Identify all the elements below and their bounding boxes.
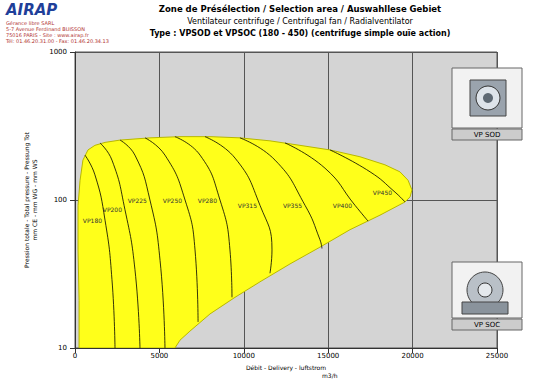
svg-text:VP315: VP315 xyxy=(238,202,257,209)
svg-text:Pression totale - Total pressu: Pression totale - Total pressure - Press… xyxy=(23,131,31,267)
svg-text:VP250: VP250 xyxy=(163,197,182,204)
svg-text:10: 10 xyxy=(58,344,67,352)
svg-text:0: 0 xyxy=(73,352,77,360)
svg-text:Type : VPSOD et VPSOC (180 - 4: Type : VPSOD et VPSOC (180 - 450) (centr… xyxy=(150,29,451,38)
svg-text:20000: 20000 xyxy=(401,352,423,360)
svg-text:5000: 5000 xyxy=(150,352,168,360)
svg-text:VP180: VP180 xyxy=(83,217,102,224)
svg-text:75016 PARIS - Site : www.airap: 75016 PARIS - Site : www.airap.fr xyxy=(6,31,89,38)
svg-text:VP SOD: VP SOD xyxy=(474,131,501,139)
svg-text:Gérance libre SARL: Gérance libre SARL xyxy=(6,19,55,26)
svg-text:Zone de Présélection / Selecti: Zone de Présélection / Selection area / … xyxy=(159,4,441,14)
svg-text:Ventilateur centrifuge / Centr: Ventilateur centrifuge / Centrifugal fan… xyxy=(187,17,413,26)
svg-text:m3/h: m3/h xyxy=(322,372,338,379)
svg-text:VP200: VP200 xyxy=(103,206,122,213)
svg-text:VP450: VP450 xyxy=(373,189,392,196)
svg-text:AIRAP: AIRAP xyxy=(5,1,57,19)
svg-text:25000: 25000 xyxy=(486,352,508,360)
svg-text:Tél: 01.46.20.31.00 - Fax: 01.: Tél: 01.46.20.31.00 - Fax: 01.46.20.34.1… xyxy=(5,38,109,44)
svg-text:1000: 1000 xyxy=(49,48,67,56)
svg-text:VP400: VP400 xyxy=(333,202,352,209)
svg-text:10000: 10000 xyxy=(233,352,255,360)
svg-text:5-7 Avenue Ferdinand BUISSON: 5-7 Avenue Ferdinand BUISSON xyxy=(6,25,85,32)
svg-text:100: 100 xyxy=(54,196,67,204)
svg-text:15000: 15000 xyxy=(317,352,339,360)
svg-text:mm CE - mm WG - mm WS: mm CE - mm WG - mm WS xyxy=(31,159,38,240)
svg-text:VP225: VP225 xyxy=(128,197,147,204)
svg-text:VP280: VP280 xyxy=(198,197,217,204)
svg-text:VP SOC: VP SOC xyxy=(474,321,500,329)
svg-text:Débit - Delivery - luftstrom: Débit - Delivery - luftstrom xyxy=(246,364,326,372)
svg-text:VP355: VP355 xyxy=(283,202,302,209)
